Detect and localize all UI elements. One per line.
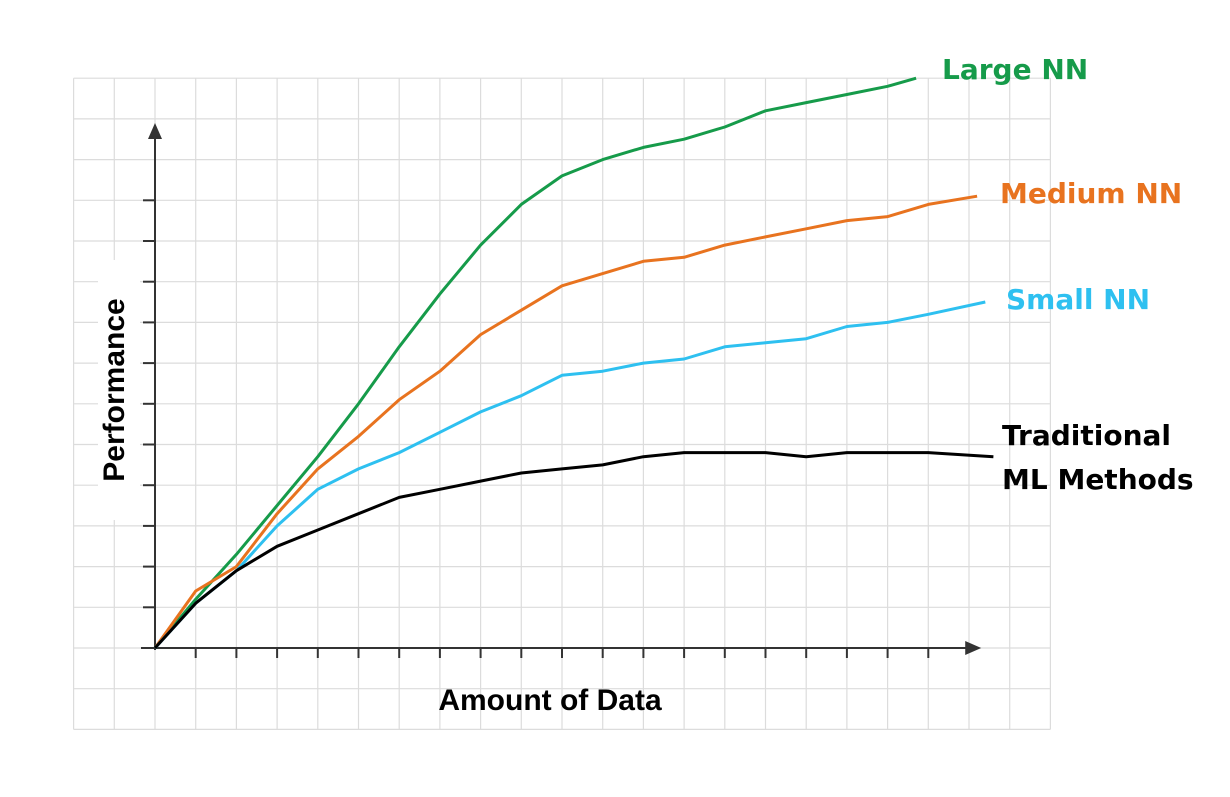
series-label: Traditional ML Methods	[1002, 419, 1194, 496]
y-arrow	[148, 122, 162, 139]
x-axis-label: Amount of Data	[438, 684, 662, 717]
series-label: Large NN	[942, 53, 1089, 86]
series-line	[153, 194, 978, 649]
series-line	[153, 451, 994, 650]
graph-paper	[72, 77, 1052, 731]
series-line	[153, 76, 917, 649]
y-axis-label: Performance	[98, 298, 131, 481]
label-backdrop	[98, 260, 140, 520]
series-label: Small NN	[1006, 283, 1151, 316]
series-line	[153, 300, 986, 650]
x-arrow	[965, 641, 982, 655]
series-label: Medium NN	[1000, 177, 1183, 210]
